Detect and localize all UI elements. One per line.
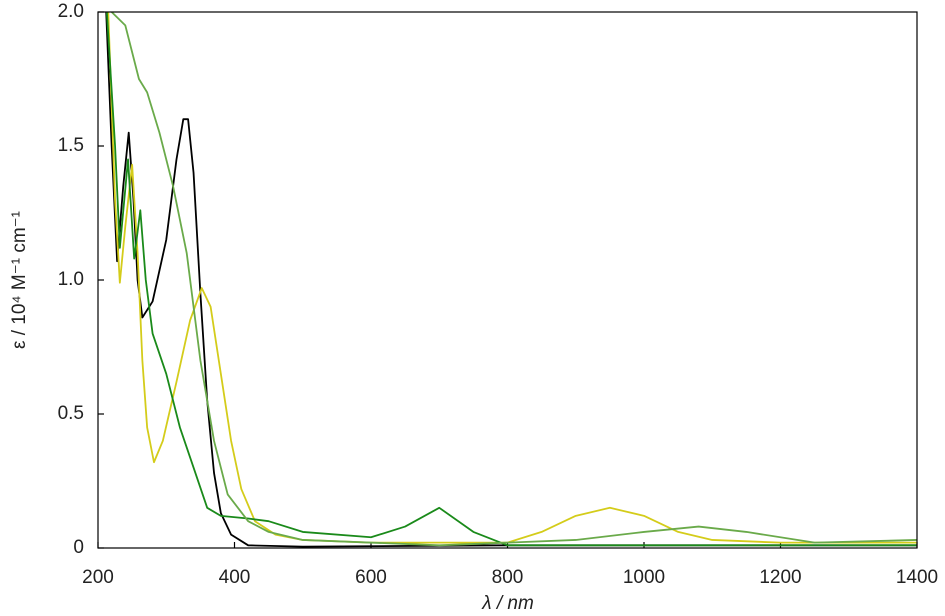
plot-frame [97, 11, 918, 549]
x-tick-label: 1000 [623, 567, 665, 588]
spectrum-line [105, 12, 917, 548]
y-axis-label: ε / 10⁴ M⁻¹ cm⁻¹ [9, 211, 30, 349]
x-tick-label: 1200 [759, 567, 801, 588]
spectrum-line [105, 12, 917, 547]
y-tick-label: 0 [73, 537, 84, 558]
x-tick-label: 200 [82, 567, 114, 588]
y-tick-label: 0.5 [58, 403, 84, 424]
x-axis-label: λ / nm [481, 593, 534, 614]
spectrum-line [111, 12, 917, 547]
y-tick-label: 2.0 [58, 1, 84, 22]
x-tick-label: 400 [219, 567, 251, 588]
y-tick-label: 1.0 [58, 269, 84, 290]
x-tick-label: 600 [355, 567, 387, 588]
y-tick-label: 1.5 [58, 135, 84, 156]
spectrum-line [107, 12, 917, 544]
x-tick-label: 800 [492, 567, 524, 588]
x-tick-label: 1400 [896, 567, 938, 588]
